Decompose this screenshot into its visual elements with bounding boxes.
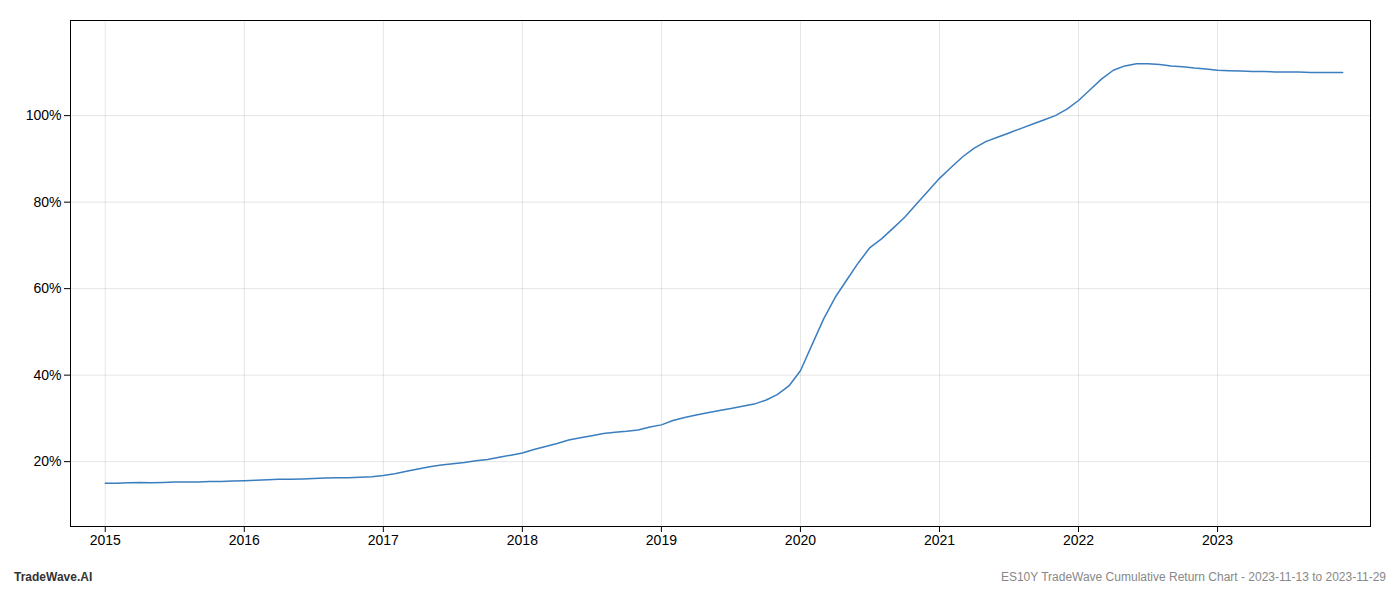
svg-text:2021: 2021 [924,532,955,548]
svg-text:2015: 2015 [90,532,121,548]
svg-text:100%: 100% [26,107,62,123]
svg-text:2016: 2016 [229,532,260,548]
svg-text:2018: 2018 [507,532,538,548]
html-text:TradeWave.AI: TradeWave.AI [14,570,93,584]
svg-text:40%: 40% [33,367,61,383]
svg-text:2019: 2019 [646,532,677,548]
svg-text:2022: 2022 [1063,532,1094,548]
svg-text:80%: 80% [33,194,61,210]
html-text:ES10Y TradeWave Cumulative Ret: ES10Y TradeWave Cumulative Return Chart … [1000,570,1386,584]
svg-text:2023: 2023 [1202,532,1233,548]
svg-text:2017: 2017 [368,532,399,548]
svg-text:20%: 20% [33,453,61,469]
svg-text:2020: 2020 [785,532,816,548]
svg-text:60%: 60% [33,280,61,296]
